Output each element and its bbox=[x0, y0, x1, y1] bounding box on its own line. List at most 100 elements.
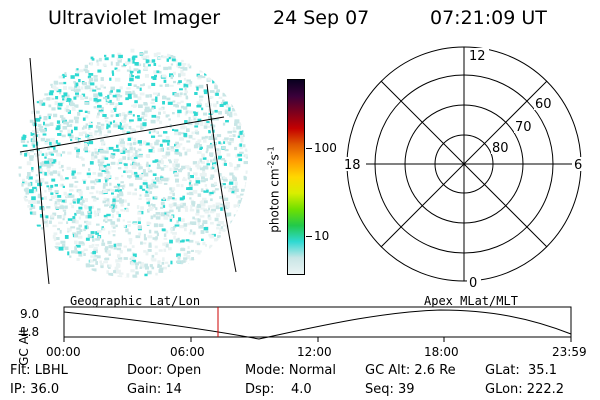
image-pixel bbox=[145, 142, 150, 146]
image-pixel bbox=[39, 114, 42, 118]
image-pixel bbox=[57, 215, 62, 219]
image-pixel bbox=[185, 165, 190, 169]
image-pixel bbox=[128, 110, 133, 114]
image-pixel bbox=[117, 159, 123, 163]
image-pixel bbox=[163, 212, 167, 215]
image-pixel bbox=[75, 92, 79, 95]
image-pixel bbox=[24, 152, 28, 157]
image-pixel bbox=[147, 60, 152, 64]
image-pixel bbox=[92, 198, 97, 202]
image-pixel bbox=[128, 149, 133, 153]
image-pixel bbox=[209, 90, 215, 93]
image-pixel bbox=[29, 157, 34, 161]
image-pixel bbox=[31, 200, 37, 204]
image-pixel bbox=[189, 221, 193, 225]
image-pixel bbox=[224, 205, 229, 209]
image-pixel bbox=[131, 59, 135, 64]
image-pixel bbox=[113, 189, 119, 192]
image-pixel bbox=[179, 204, 185, 208]
image-pixel bbox=[41, 153, 45, 156]
image-pixel bbox=[76, 151, 80, 155]
image-pixel bbox=[84, 198, 88, 202]
image-pixel bbox=[144, 50, 148, 54]
image-pixel bbox=[233, 214, 239, 217]
image-pixel bbox=[124, 125, 128, 130]
image-pixel bbox=[203, 172, 207, 177]
image-pixel bbox=[37, 134, 41, 139]
image-pixel bbox=[31, 142, 35, 146]
image-pixel bbox=[118, 102, 123, 105]
image-pixel bbox=[153, 63, 157, 66]
image-pixel bbox=[208, 136, 213, 140]
image-pixel bbox=[69, 183, 74, 188]
image-pixel bbox=[181, 239, 185, 242]
image-pixel bbox=[127, 224, 131, 227]
image-pixel bbox=[223, 178, 228, 182]
image-pixel bbox=[121, 65, 126, 68]
image-pixel bbox=[76, 68, 79, 71]
image-pixel bbox=[99, 158, 105, 162]
image-pixel bbox=[244, 153, 248, 158]
image-pixel bbox=[26, 152, 30, 156]
image-pixel bbox=[215, 205, 219, 210]
image-pixel bbox=[155, 216, 161, 220]
image-pixel bbox=[157, 148, 162, 153]
image-pixel bbox=[61, 117, 66, 121]
image-pixel bbox=[18, 166, 22, 169]
image-pixel bbox=[83, 253, 86, 256]
image-pixel bbox=[40, 197, 44, 200]
image-pixel bbox=[141, 264, 146, 269]
image-pixel bbox=[94, 214, 97, 217]
image-pixel bbox=[29, 155, 34, 159]
image-pixel bbox=[207, 125, 212, 128]
image-pixel bbox=[144, 74, 149, 78]
image-pixel bbox=[174, 150, 177, 155]
image-pixel bbox=[77, 251, 82, 254]
image-pixel bbox=[84, 125, 87, 129]
image-pixel bbox=[71, 129, 73, 134]
image-pixel bbox=[183, 77, 187, 81]
image-pixel bbox=[166, 147, 170, 151]
image-pixel bbox=[114, 176, 119, 180]
image-pixel bbox=[124, 277, 130, 278]
image-pixel bbox=[90, 186, 95, 190]
image-pixel bbox=[88, 244, 93, 248]
image-pixel bbox=[50, 158, 54, 162]
image-pixel bbox=[88, 97, 93, 101]
image-pixel bbox=[59, 130, 63, 133]
image-pixel bbox=[47, 113, 52, 116]
image-pixel bbox=[113, 243, 117, 247]
image-pixel bbox=[130, 75, 135, 78]
info-gc-alt: GC Alt: 2.6 Re bbox=[365, 363, 456, 378]
image-pixel bbox=[180, 184, 184, 188]
image-pixel bbox=[117, 167, 122, 170]
image-pixel bbox=[174, 143, 177, 147]
image-pixel bbox=[104, 220, 108, 223]
image-pixel bbox=[130, 73, 133, 76]
image-pixel bbox=[69, 202, 72, 205]
image-pixel bbox=[213, 164, 216, 168]
image-pixel bbox=[100, 263, 104, 267]
image-pixel bbox=[145, 163, 149, 168]
image-pixel bbox=[199, 95, 204, 98]
image-pixel bbox=[54, 190, 59, 193]
image-pixel bbox=[136, 205, 140, 209]
image-pixel bbox=[118, 95, 123, 98]
image-pixel bbox=[142, 242, 147, 245]
image-pixel bbox=[145, 266, 149, 270]
image-pixel bbox=[167, 211, 171, 214]
image-pixel bbox=[78, 224, 82, 228]
image-pixel bbox=[169, 167, 172, 172]
image-pixel bbox=[57, 105, 60, 109]
image-pixel bbox=[196, 131, 200, 135]
image-pixel bbox=[152, 183, 156, 188]
image-pixel bbox=[132, 114, 135, 117]
image-pixel bbox=[46, 206, 51, 209]
image-pixel bbox=[96, 63, 100, 66]
image-pixel bbox=[119, 193, 124, 197]
image-pixel bbox=[158, 269, 164, 273]
alt-xtick-1800: 18:00 bbox=[424, 345, 459, 359]
image-pixel bbox=[143, 233, 146, 238]
image-pixel bbox=[197, 193, 202, 197]
image-pixel bbox=[127, 202, 130, 206]
